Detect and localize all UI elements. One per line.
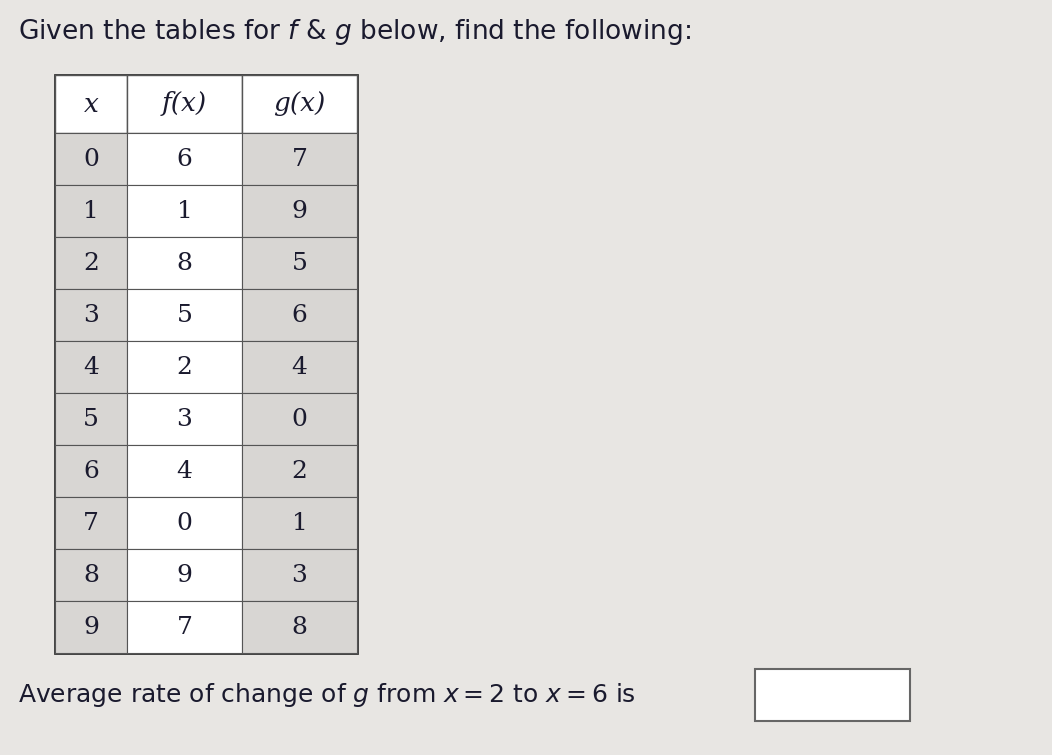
Text: 0: 0 (291, 408, 307, 430)
Bar (242, 341, 357, 393)
Text: x: x (83, 91, 99, 116)
Bar (127, 185, 242, 237)
Text: 6: 6 (83, 460, 99, 482)
Text: 7: 7 (291, 147, 307, 171)
Bar (55, 445, 127, 497)
Bar (55, 185, 127, 237)
Text: 0: 0 (177, 511, 193, 535)
Text: 2: 2 (83, 251, 99, 275)
Text: 7: 7 (177, 615, 193, 639)
Bar (242, 185, 357, 237)
Bar (127, 289, 242, 341)
Bar (55, 289, 127, 341)
Text: 8: 8 (291, 615, 307, 639)
Bar (55, 237, 127, 289)
Text: 9: 9 (291, 199, 307, 223)
Bar (127, 497, 242, 549)
Bar (55, 133, 127, 185)
Bar (242, 133, 357, 185)
Text: 8: 8 (177, 251, 193, 275)
Bar (242, 601, 357, 653)
Bar (55, 549, 127, 601)
Text: 0: 0 (83, 147, 99, 171)
Bar (127, 133, 242, 185)
Bar (127, 75, 242, 133)
Bar (242, 549, 357, 601)
Text: 8: 8 (83, 563, 99, 587)
Text: 4: 4 (83, 356, 99, 378)
Bar (55, 75, 127, 133)
Bar (127, 237, 242, 289)
Text: 5: 5 (291, 251, 307, 275)
Bar (127, 341, 242, 393)
Text: 4: 4 (177, 460, 193, 482)
Bar (242, 75, 357, 133)
Text: 5: 5 (83, 408, 99, 430)
Bar (55, 393, 127, 445)
Bar (127, 445, 242, 497)
Text: 6: 6 (291, 304, 307, 326)
Bar (127, 549, 242, 601)
Text: Average rate of change of $g$ from $x = 2$ to $x = 6$ is: Average rate of change of $g$ from $x = … (18, 681, 635, 709)
Bar (242, 445, 357, 497)
Text: 3: 3 (83, 304, 99, 326)
Bar (242, 393, 357, 445)
Text: 1: 1 (291, 511, 307, 535)
Bar (755, 669, 910, 721)
Text: 9: 9 (177, 563, 193, 587)
Text: 4: 4 (291, 356, 307, 378)
Text: Given the tables for $f$ & $g$ below, find the following:: Given the tables for $f$ & $g$ below, fi… (18, 17, 691, 47)
Bar (242, 497, 357, 549)
Bar (242, 289, 357, 341)
Text: 6: 6 (177, 147, 193, 171)
Text: 3: 3 (291, 563, 307, 587)
Text: 7: 7 (83, 511, 99, 535)
Text: f(x): f(x) (162, 91, 207, 116)
Bar (55, 601, 127, 653)
Text: 1: 1 (177, 199, 193, 223)
Text: 1: 1 (83, 199, 99, 223)
Text: 5: 5 (177, 304, 193, 326)
Text: 3: 3 (177, 408, 193, 430)
Text: 9: 9 (83, 615, 99, 639)
Text: 2: 2 (177, 356, 193, 378)
Bar (127, 393, 242, 445)
Text: 2: 2 (291, 460, 307, 482)
Bar (127, 601, 242, 653)
Bar (242, 237, 357, 289)
Bar (55, 75, 357, 653)
Bar (55, 497, 127, 549)
Bar (55, 341, 127, 393)
Text: g(x): g(x) (274, 91, 326, 116)
